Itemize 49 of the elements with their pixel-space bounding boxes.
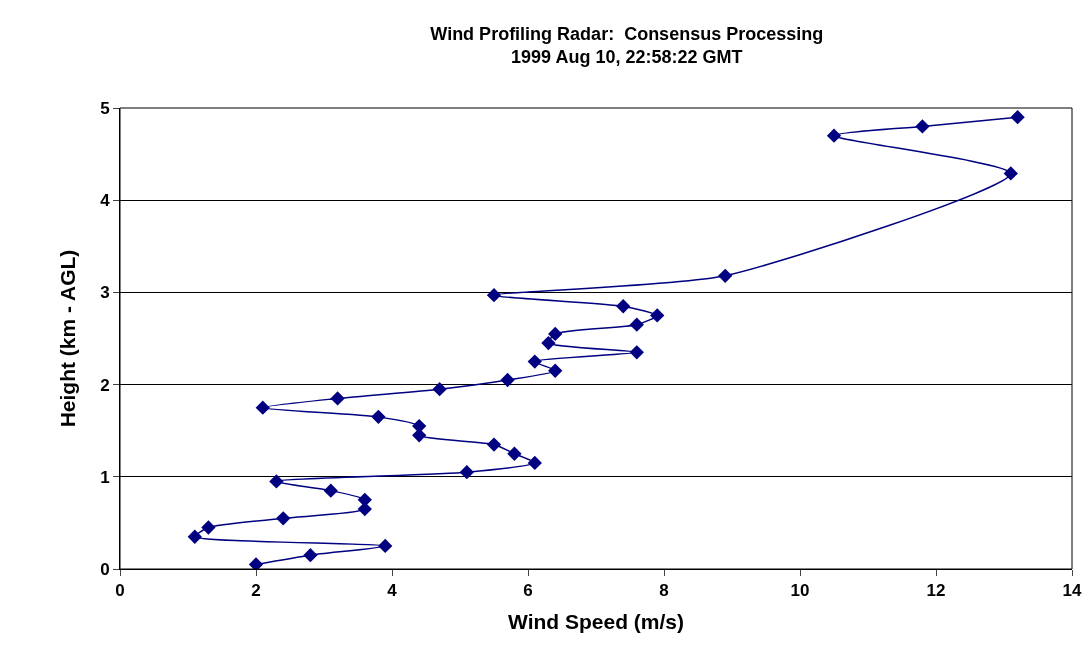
x-tick-label: 14	[1062, 581, 1082, 601]
point	[1010, 110, 1025, 125]
point	[507, 446, 522, 461]
point	[303, 548, 318, 563]
point	[248, 557, 264, 569]
y-axis-title: Height (km - AGL)	[56, 249, 80, 428]
point	[1003, 166, 1018, 181]
point	[718, 268, 733, 283]
point	[915, 119, 930, 134]
x-tick-label: 12	[926, 581, 946, 601]
x-tick-label: 2	[251, 581, 261, 601]
x-tick-label: 6	[523, 581, 533, 601]
point	[629, 345, 644, 360]
point	[459, 465, 474, 480]
point	[541, 335, 556, 351]
point	[486, 288, 502, 303]
x-tick-label: 8	[659, 581, 669, 601]
x-tick-label: 10	[790, 581, 810, 601]
point	[323, 483, 338, 498]
y-tick-label: 0	[100, 559, 110, 579]
point	[371, 409, 386, 425]
point	[527, 455, 542, 471]
point	[548, 326, 563, 342]
point	[378, 538, 393, 554]
point	[201, 520, 216, 535]
point	[269, 474, 284, 489]
point	[357, 492, 372, 507]
point	[629, 317, 644, 332]
point	[548, 363, 563, 378]
point	[486, 437, 502, 452]
y-tick-label: 5	[100, 98, 110, 118]
point	[187, 529, 202, 544]
point	[255, 400, 270, 415]
point	[276, 511, 291, 526]
y-tick-label: 2	[100, 375, 110, 395]
y-tick-label: 1	[100, 467, 110, 487]
point	[330, 391, 345, 406]
chart-title: Wind Profiling Radar: Consensus Processing 1999 Aug 10, 22:58:22 GMT	[430, 23, 824, 68]
y-tick-label: 3	[100, 283, 110, 303]
x-axis-title: Wind Speed (m/s)	[508, 609, 684, 633]
x-tick-label: 0	[115, 581, 125, 601]
point	[527, 354, 542, 369]
point	[500, 372, 515, 388]
point	[616, 299, 631, 314]
point	[650, 308, 665, 323]
point	[432, 382, 447, 397]
y-tick-label: 4	[100, 191, 111, 211]
x-tick-label: 4	[387, 581, 398, 601]
point	[826, 128, 842, 143]
